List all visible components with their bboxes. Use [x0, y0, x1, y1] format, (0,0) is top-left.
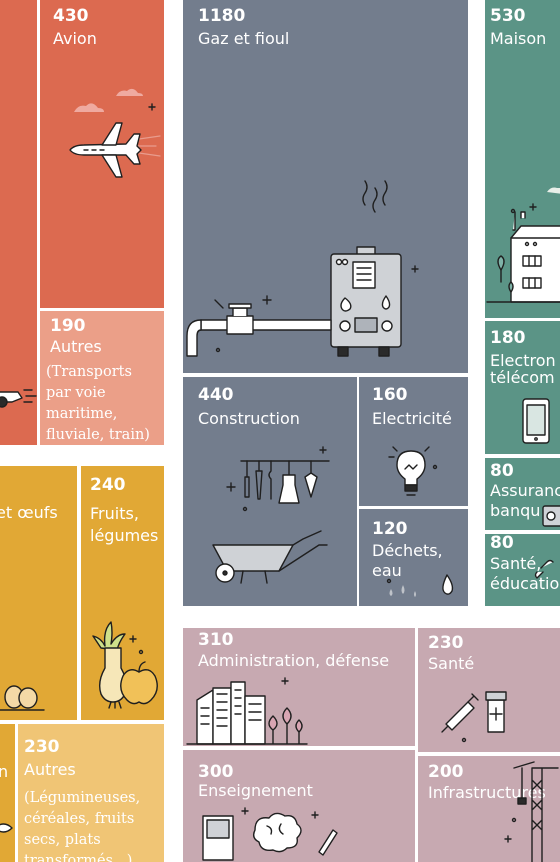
tile-label: Electron: [490, 351, 556, 370]
tile-sante-education: 80 Santé, éducatio: [485, 534, 560, 606]
tile-label: Déchets,: [372, 541, 443, 560]
tile-transport-autres: 190 Autres (Transports par voie maritime…: [40, 311, 164, 445]
tile-dechets-eau: 120 Déchets, eau: [359, 509, 468, 606]
tile-label-2: éducatio: [490, 574, 560, 593]
tools-wheelbarrow-icon: [212, 446, 330, 584]
tile-electricite: 160 Electricité: [359, 377, 468, 506]
tile-label: Fruits,: [90, 504, 139, 523]
tile-value: 310: [198, 630, 234, 650]
lightbulb-icon: [388, 446, 438, 496]
tile-label: Assuranc: [490, 481, 560, 500]
tile-label: Santé: [428, 654, 475, 673]
tile-label: Enseignement: [198, 781, 313, 800]
airplane-icon: [69, 88, 161, 178]
smartphone-icon: [522, 398, 550, 444]
tile-label-2: télécom: [490, 368, 555, 387]
tile-label: Autres: [24, 760, 76, 779]
tile-oeufs: et œufs: [0, 466, 77, 720]
syringe-pills-icon: [441, 691, 507, 743]
tile-label: Avion: [53, 29, 97, 48]
tile-label: Electricité: [372, 409, 452, 428]
tile-note: (Légumineuses, céréales, fruits secs, pl…: [24, 790, 141, 862]
water-drops-icon: [386, 574, 454, 597]
tile-food-left-bottom: n: [0, 724, 15, 862]
tile-label: n: [0, 762, 9, 781]
tile-value: 200: [428, 762, 464, 782]
tile-sante: 230 Santé: [418, 628, 560, 752]
tile-value: 190: [50, 316, 86, 336]
tile-enseignement: 300 Enseignement: [183, 750, 415, 862]
car-icon: [0, 389, 37, 408]
tile-label-2: banqu: [490, 501, 541, 520]
city-icon: [186, 677, 308, 745]
tile-value: 530: [490, 6, 526, 26]
tile-infrastructures: 200 Infrastructures: [418, 756, 560, 862]
tile-avion: 430 Avion: [40, 0, 164, 308]
tile-label: Gaz et fioul: [198, 29, 290, 48]
tile-label: et œufs: [0, 503, 58, 522]
tile-value: 430: [53, 6, 89, 26]
tile-value: 230: [24, 737, 60, 757]
tile-value: 240: [90, 475, 126, 495]
tile-label: Santé,: [490, 554, 542, 573]
tile-value: 180: [490, 328, 526, 348]
house-icon: [486, 187, 560, 303]
tile-label: Administration, défense: [198, 651, 390, 670]
boiler-pipe-icon: [186, 180, 419, 357]
fish-icon: [0, 823, 13, 833]
tile-value: 300: [198, 762, 234, 782]
tile-value: 160: [372, 385, 408, 405]
crane-icon: [504, 761, 559, 862]
tile-value: 230: [428, 633, 464, 653]
tile-label: Infrastructures: [428, 783, 546, 802]
leek-apple-icon: [92, 621, 158, 709]
tile-label-2: eau: [372, 561, 402, 580]
tile-gaz-fioul: 1180 Gaz et fioul: [183, 0, 468, 373]
tile-construction: 440 Construction: [183, 377, 357, 606]
tile-food-autres: 230 Autres (Légumineuses, céréales, frui…: [18, 724, 164, 862]
link-icon: [534, 559, 554, 579]
tile-value: 1180: [198, 6, 246, 26]
tile-transport-left: [0, 0, 37, 445]
tile-value: 80: [490, 534, 514, 553]
tile-label-2: légumes: [90, 526, 159, 545]
tile-assurance: 80 Assuranc banqu: [485, 458, 560, 530]
tile-label: Autres: [50, 337, 102, 356]
safe-icon: [542, 505, 560, 527]
tile-fruits-legumes: 240 Fruits, légumes: [81, 466, 164, 720]
tile-electronique: 180 Electron télécom: [485, 321, 560, 454]
tile-label: Maison: [490, 29, 547, 48]
tile-administration: 310 Administration, défense: [183, 628, 415, 746]
book-brain-pen-icon: [202, 807, 338, 861]
tile-note: (Transports par voie maritime, fluviale,…: [46, 364, 150, 443]
tile-value: 120: [372, 519, 408, 539]
tile-value: 440: [198, 385, 234, 405]
eggs-icon: [0, 685, 45, 711]
tile-value: 80: [490, 461, 514, 481]
tile-maison: 530 Maison: [485, 0, 560, 318]
tile-label: Construction: [198, 409, 300, 428]
